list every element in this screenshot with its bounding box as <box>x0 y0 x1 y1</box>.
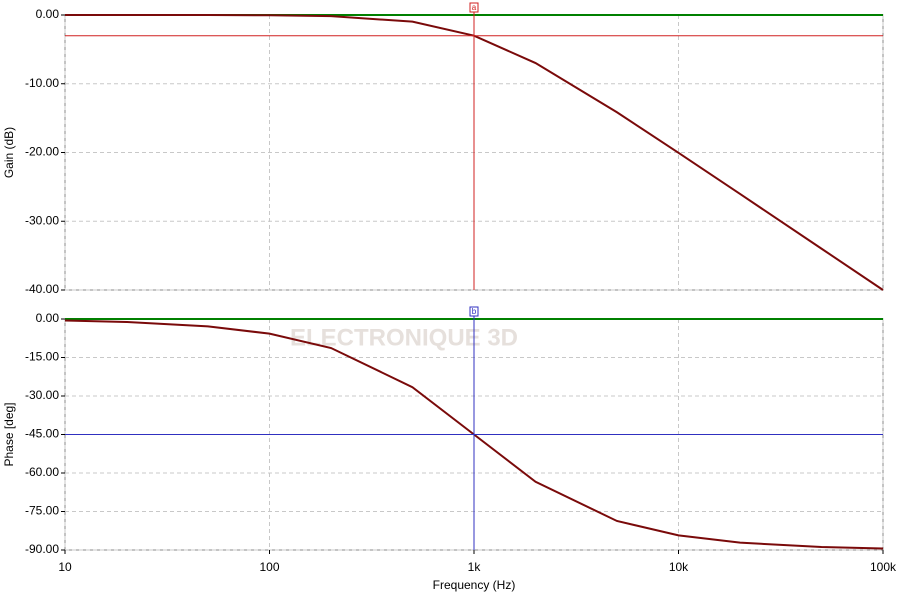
cursor-marker <box>469 2 479 13</box>
y-tick-label: -40.00 <box>25 282 59 296</box>
x-tick-label: 100k <box>870 560 897 574</box>
x-tick-label: 10 <box>58 560 72 574</box>
y-tick-label: 0.00 <box>36 7 60 21</box>
y-tick-label: -30.00 <box>25 388 59 402</box>
y-tick-label: -90.00 <box>25 542 59 556</box>
y-axis-label: Gain (dB) <box>2 127 16 178</box>
x-tick-label: 1k <box>468 560 482 574</box>
y-tick-label: -75.00 <box>25 504 59 518</box>
x-tick-label: 10k <box>669 560 689 574</box>
x-axis-label: Frequency (Hz) <box>433 578 516 592</box>
y-tick-label: -10.00 <box>25 76 59 90</box>
cursor-marker <box>469 306 479 317</box>
y-tick-label: -60.00 <box>25 465 59 479</box>
y-tick-label: -30.00 <box>25 213 59 227</box>
y-tick-label: -20.00 <box>25 145 59 159</box>
x-tick-label: 100 <box>259 560 279 574</box>
cursor-label: b <box>472 307 477 316</box>
y-tick-label: -45.00 <box>25 427 59 441</box>
cursor-label: a <box>472 3 477 12</box>
y-tick-label: -15.00 <box>25 350 59 364</box>
y-axis-label: Phase [deg] <box>2 402 16 466</box>
y-tick-label: 0.00 <box>36 311 60 325</box>
